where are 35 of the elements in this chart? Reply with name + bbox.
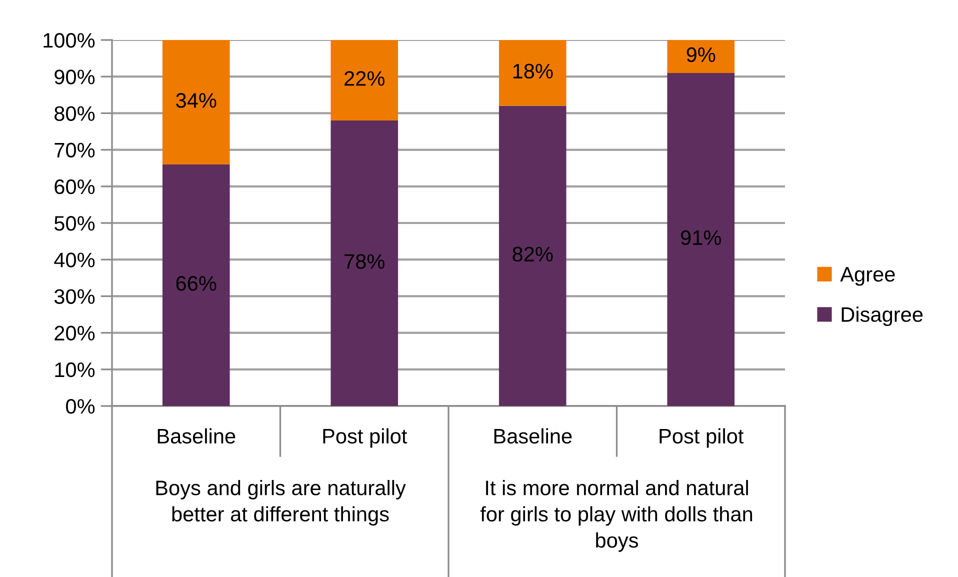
x-tick-label: Post pilot: [660, 428, 744, 448]
y-tick-label: 60%: [54, 179, 95, 194]
legend-label: Disagree: [842, 306, 923, 326]
bar: [667, 72, 735, 406]
y-tick-label: 10%: [55, 362, 95, 378]
y-tick-label: 50%: [54, 216, 95, 231]
bar: [667, 40, 735, 73]
bar: [162, 164, 230, 406]
y-tick-label: 70%: [54, 142, 95, 158]
x-tick-label: Post pilot: [323, 428, 408, 448]
bar: [330, 40, 398, 121]
y-tick-label: 20%: [54, 326, 95, 341]
legend-label: Agree: [840, 267, 895, 286]
text: Boys and girls are naturally better at different things: [156, 480, 406, 526]
data-label: 22%: [344, 71, 384, 86]
data-label: 66%: [176, 276, 216, 291]
bar: [162, 40, 230, 164]
x-tick-label: Baseline: [158, 428, 236, 444]
data-label: 82%: [512, 246, 553, 262]
bar: [498, 106, 566, 406]
data-label: 91%: [681, 230, 721, 246]
data-label: 34%: [176, 93, 216, 108]
y-tick-label: 40%: [54, 252, 95, 268]
data-label: 78%: [344, 254, 384, 269]
y-tick-label: 90%: [54, 70, 95, 84]
bar: [330, 120, 398, 406]
text: It is more normal and natural for girls to play with dolls than boys: [480, 480, 752, 552]
y-tick-label: 0%: [66, 399, 95, 414]
bar: [498, 40, 566, 106]
data-label: 9%: [686, 47, 716, 62]
y-tick-label: 30%: [54, 289, 95, 304]
x-tick-label: Baseline: [494, 428, 572, 444]
y-tick-label: 80%: [54, 106, 95, 121]
data-label: 18%: [513, 64, 553, 79]
y-tick-label: 100%: [44, 33, 95, 48]
